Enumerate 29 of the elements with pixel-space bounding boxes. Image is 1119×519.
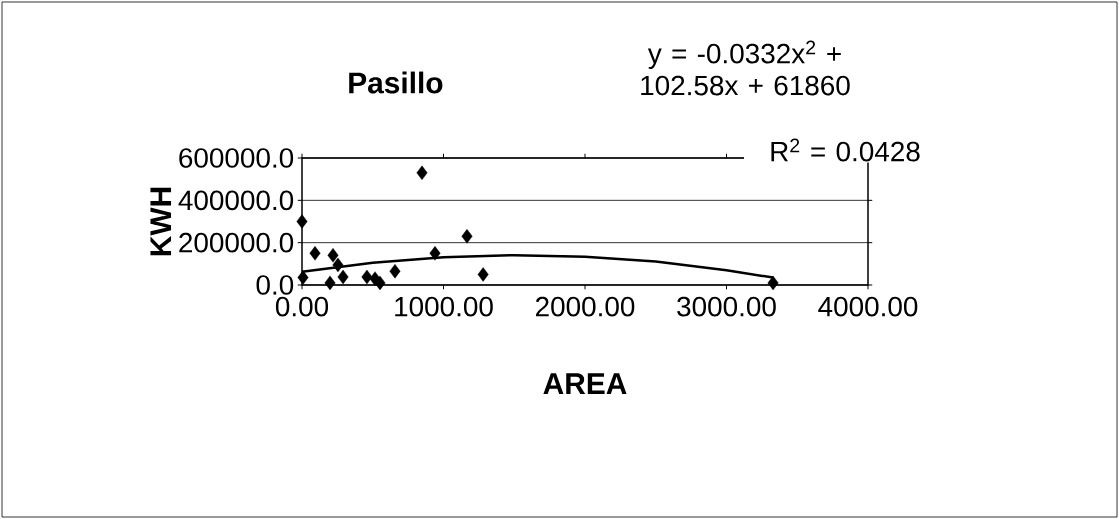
annotation: R$^{2}$ = 0.0428 bbox=[771, 138, 920, 162]
point bbox=[477, 267, 489, 282]
point bbox=[369, 271, 381, 286]
x-axis-title: AREA bbox=[543, 373, 627, 394]
point bbox=[767, 275, 779, 291]
point bbox=[429, 246, 441, 261]
y-tick-label: 200000.0 bbox=[179, 232, 294, 253]
x-tick-label: 1000.00 bbox=[395, 296, 493, 317]
x-tick-label: 0.00 bbox=[275, 296, 329, 317]
y-tick-label: 0.0 bbox=[256, 275, 294, 295]
point bbox=[297, 270, 309, 285]
y-axis-title: KWH bbox=[150, 187, 172, 256]
point bbox=[337, 269, 349, 285]
point bbox=[389, 264, 401, 279]
y-tick-label: 600000.0 bbox=[179, 148, 294, 168]
x-tick-label: 4000.00 bbox=[818, 296, 918, 317]
point bbox=[332, 257, 344, 273]
point bbox=[461, 229, 473, 244]
point bbox=[416, 165, 428, 181]
point bbox=[296, 214, 308, 229]
y-tick-label: 400000.0 bbox=[178, 190, 294, 211]
point bbox=[327, 248, 339, 263]
x-tick-label: 3000.00 bbox=[677, 296, 776, 317]
point bbox=[309, 246, 321, 261]
point bbox=[361, 269, 373, 285]
x-tick-label: 2000.00 bbox=[535, 296, 635, 317]
text: y = -0.0332x$^{2}$ + 102.58x + 61860 bbox=[641, 40, 850, 96]
point bbox=[324, 275, 336, 291]
chart-title: Pasillo bbox=[349, 71, 443, 94]
